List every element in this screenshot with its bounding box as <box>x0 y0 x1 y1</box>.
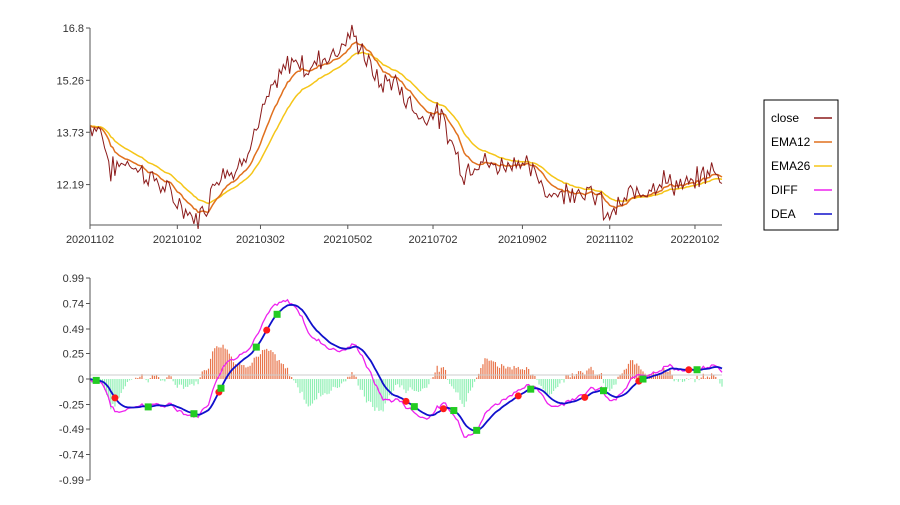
legend-label-diff: DIFF <box>771 183 798 197</box>
dead-cross-marker <box>527 385 535 393</box>
ema26-line <box>89 51 723 205</box>
golden-cross-marker <box>514 392 522 400</box>
price-x-tick-label: 20211102 <box>586 234 633 246</box>
price-panel: 16.8 15.26 13.73 12.19 20201102 20210102 2021… <box>56 23 723 246</box>
dead-cross-marker <box>217 384 225 392</box>
dead-cross-marker <box>639 375 647 383</box>
close-line <box>89 24 723 229</box>
legend-label-close: close <box>771 111 799 125</box>
dead-cross-marker <box>92 376 100 384</box>
macd-panel: 0.99 0.74 0.49 0.25 0 -0.25 -0.49 -0.74 -0.99 <box>59 273 723 487</box>
macd-y-tick-label: 0.74 <box>63 299 84 311</box>
macd-y-tick-label: 0.99 <box>63 273 84 285</box>
golden-cross-marker <box>439 405 447 413</box>
dead-cross-marker <box>693 366 701 374</box>
dead-cross-marker <box>410 403 418 411</box>
dea-line <box>89 303 723 432</box>
price-x-tick-label: 20210702 <box>409 234 458 246</box>
price-y-tick-label: 12.19 <box>56 180 84 192</box>
legend: close EMA12 EMA26 DIFF DEA <box>763 99 839 231</box>
dead-cross-marker <box>252 343 260 351</box>
golden-cross-marker <box>111 394 119 402</box>
diff-line <box>89 298 723 438</box>
macd-y-ticks: 0.99 0.74 0.49 0.25 0 -0.25 -0.49 -0.74 -0.99 <box>59 273 90 487</box>
macd-cross-markers <box>92 310 701 434</box>
legend-label-ema26: EMA26 <box>771 159 811 173</box>
price-y-ticks: 16.8 15.26 13.73 12.19 <box>56 23 90 192</box>
golden-cross-marker <box>263 326 271 334</box>
macd-lines <box>89 298 723 438</box>
price-x-tick-label: 20201102 <box>66 234 114 246</box>
macd-y-tick-label: -0.49 <box>59 424 84 436</box>
price-x-ticks: 20201102 20210102 20210302 20210502 20210702… <box>66 225 719 246</box>
legend-label-ema12: EMA12 <box>771 135 811 149</box>
macd-y-tick-label: 0.49 <box>63 324 84 336</box>
price-x-tick-label: 20210102 <box>153 234 202 246</box>
price-y-tick-label: 16.8 <box>63 23 84 35</box>
macd-y-tick-label: 0.25 <box>63 348 84 360</box>
macd-y-tick-label: -0.74 <box>59 449 84 461</box>
macd-y-tick-label: -0.99 <box>59 475 84 487</box>
macd-y-tick-label: -0.25 <box>59 400 84 412</box>
legend-box <box>763 99 839 231</box>
golden-cross-marker <box>685 366 693 374</box>
dead-cross-marker <box>144 403 152 411</box>
dead-cross-marker <box>473 426 481 434</box>
golden-cross-marker <box>402 397 410 405</box>
price-x-tick-label: 20220102 <box>670 234 719 246</box>
dead-cross-marker <box>273 310 281 318</box>
price-x-tick-label: 20210502 <box>323 234 372 246</box>
dead-cross-marker <box>190 410 198 418</box>
price-x-tick-label: 20210302 <box>236 234 285 246</box>
dead-cross-marker <box>600 387 607 395</box>
macd-y-tick-label: 0 <box>78 374 84 386</box>
dead-cross-marker <box>450 407 458 415</box>
price-lines <box>89 24 723 229</box>
price-x-tick-label: 20210902 <box>498 234 547 246</box>
price-y-tick-label: 15.26 <box>56 75 84 87</box>
golden-cross-marker <box>581 393 589 401</box>
legend-label-dea: DEA <box>771 207 796 221</box>
price-y-tick-label: 13.73 <box>56 127 84 139</box>
